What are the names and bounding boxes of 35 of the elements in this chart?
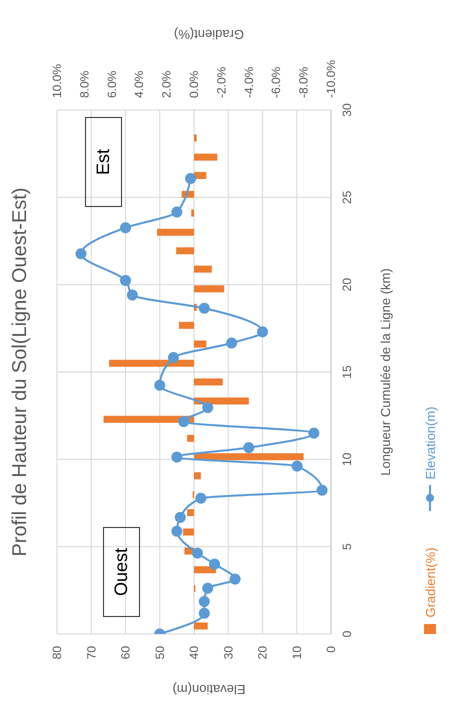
- x-tick-label: 20: [256, 646, 270, 660]
- x2-tick-label: -4.0%: [242, 66, 256, 98]
- x-tick-label: 60: [118, 646, 132, 660]
- x-axis-title: Elevation(m): [172, 681, 246, 700]
- y-tick-label: 25: [340, 190, 354, 204]
- x2-tick-label: 0.0%: [187, 70, 201, 98]
- x-tick-label: 80: [50, 646, 64, 660]
- annotation: Ouest: [110, 548, 130, 596]
- x-tick-label: 40: [187, 646, 201, 660]
- y-tick-label: 15: [340, 365, 354, 379]
- x-tick-label: 30: [221, 646, 236, 660]
- x2-tick-label: -2.0%: [214, 66, 228, 98]
- y-tick-label: 0: [340, 630, 354, 638]
- x2-tick-label: 6.0%: [104, 70, 119, 98]
- x2-tick-label: 4.0%: [132, 70, 146, 98]
- x2-tick-label: 8.0%: [77, 70, 92, 98]
- y-tick-label: 5: [340, 543, 354, 550]
- text: Profil de Hauteur du Sol(Ligne Ouest-Est): [8, 186, 32, 559]
- x-tick-label: 10: [290, 646, 304, 660]
- y-tick-label: 30: [340, 103, 354, 117]
- y-tick-label: 20: [340, 278, 354, 292]
- x-tick-label: 50: [152, 646, 167, 660]
- x2-tick-label: 10.0%: [50, 64, 64, 98]
- x-tick-label: 70: [84, 646, 98, 660]
- x2-axis-title: Gradient(%): [172, 26, 246, 44]
- text: Elevation(m): [422, 406, 438, 480]
- annotation: Est: [92, 149, 112, 176]
- y-axis-title: Longueur Cumulée de la Ligne (km): [376, 267, 394, 478]
- x2-tick-label: -6.0%: [269, 66, 284, 98]
- x2-tick-label: -8.0%: [296, 66, 311, 98]
- x2-tick-label: 2.0%: [160, 70, 174, 98]
- x2-tick-label: -10.0%: [324, 60, 338, 98]
- text: Gradient(%): [422, 547, 438, 618]
- y-tick-label: 10: [340, 452, 354, 466]
- x-tick-label: 0: [324, 646, 338, 653]
